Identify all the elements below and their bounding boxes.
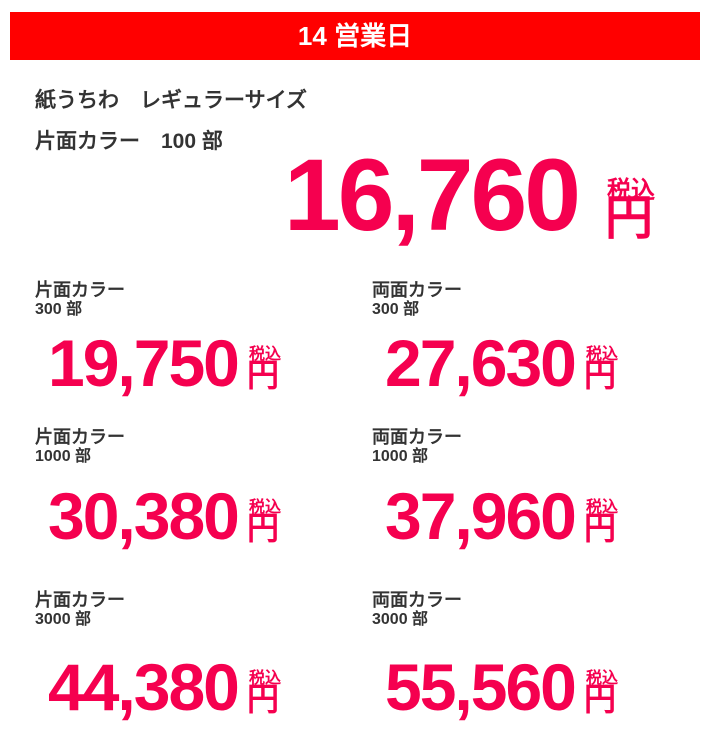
- yen: 円: [584, 357, 617, 393]
- option-price: 55,560: [385, 650, 577, 724]
- option-label: 両面カラー: [372, 590, 462, 610]
- option-qty: 300 部: [35, 301, 83, 318]
- tax-label: 税込: [249, 670, 282, 687]
- tax-label: 税込: [586, 499, 619, 516]
- option-price: 27,630: [385, 326, 577, 400]
- option-price: 37,960: [385, 479, 577, 553]
- option-price: 30,380: [48, 479, 240, 553]
- option-label: 両面カラー: [372, 427, 462, 447]
- tax-label: 税込: [249, 499, 282, 516]
- option-price: 19,750: [48, 326, 240, 400]
- tax-label: 税込: [249, 346, 282, 363]
- yen: 円: [247, 681, 280, 717]
- product-name: 紙うちわ レギュラーサイズ: [35, 89, 307, 112]
- tax-label: 税込: [586, 670, 619, 687]
- yen: 円: [605, 192, 654, 245]
- option-qty: 1000 部: [35, 448, 92, 465]
- option-price: 44,380: [48, 650, 240, 724]
- yen: 円: [584, 681, 617, 717]
- option-qty: 1000 部: [372, 448, 429, 465]
- tax-label: 税込: [586, 346, 619, 363]
- option-label: 片面カラー: [35, 427, 125, 447]
- option-qty: 3000 部: [35, 611, 92, 628]
- option-qty: 3000 部: [372, 611, 429, 628]
- option-label: 片面カラー: [35, 280, 125, 300]
- header-bar: 14 営業日: [10, 12, 700, 60]
- spec: 片面カラー 100 部: [35, 130, 223, 153]
- yen: 円: [247, 357, 280, 393]
- tax-label: 税込: [607, 177, 655, 204]
- option-label: 両面カラー: [372, 280, 462, 300]
- yen: 円: [584, 510, 617, 546]
- option-qty: 300 部: [372, 301, 420, 318]
- main-price: 16,760: [284, 138, 581, 252]
- yen: 円: [247, 510, 280, 546]
- option-label: 片面カラー: [35, 590, 125, 610]
